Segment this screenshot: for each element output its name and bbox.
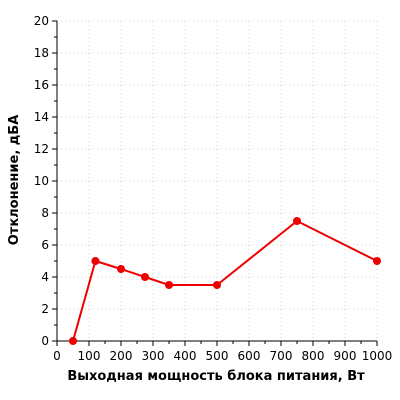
data-point: [293, 217, 301, 225]
x-tick-label: 600: [238, 349, 261, 363]
y-axis-ticks: 0 2 4 6 8 10 12 14 16 18 20: [34, 14, 57, 348]
x-tick-label: 500: [206, 349, 229, 363]
y-tick-label: 2: [41, 302, 49, 316]
series: [69, 217, 381, 345]
data-point: [165, 281, 173, 289]
y-tick-label: 20: [34, 14, 49, 28]
x-tick-label: 900: [334, 349, 357, 363]
y-tick-label: 0: [41, 334, 49, 348]
y-axis-label: Отклонение, дБА: [7, 115, 22, 246]
x-tick-label: 0: [53, 349, 61, 363]
y-tick-label: 6: [41, 238, 49, 252]
y-tick-label: 12: [34, 142, 49, 156]
y-tick-label: 8: [41, 206, 49, 220]
x-tick-label: 400: [174, 349, 197, 363]
series-line: [72, 220, 378, 342]
y-tick-label: 14: [34, 110, 49, 124]
y-tick-label: 4: [41, 270, 49, 284]
x-tick-label: 1000: [362, 349, 393, 363]
x-tick-label: 700: [270, 349, 293, 363]
data-point: [91, 257, 100, 265]
x-tick-label: 300: [142, 349, 165, 363]
x-tick-label: 200: [110, 349, 133, 363]
y-tick-label: 18: [34, 46, 49, 60]
x-axis-label: Выходная мощность блока питания, Вт: [67, 369, 365, 384]
data-point: [373, 257, 381, 265]
x-tick-label: 800: [302, 349, 325, 363]
grid: [57, 20, 378, 341]
x-tick-label: 100: [78, 349, 101, 363]
data-point: [117, 265, 125, 273]
y-tick-label: 10: [34, 174, 49, 188]
data-point: [141, 273, 149, 281]
data-point: [69, 337, 77, 345]
x-axis-ticks: 0 100 200 300 400 500 600 700 800 900 1000: [53, 341, 392, 363]
y-tick-label: 16: [34, 78, 49, 92]
data-point: [213, 281, 221, 289]
